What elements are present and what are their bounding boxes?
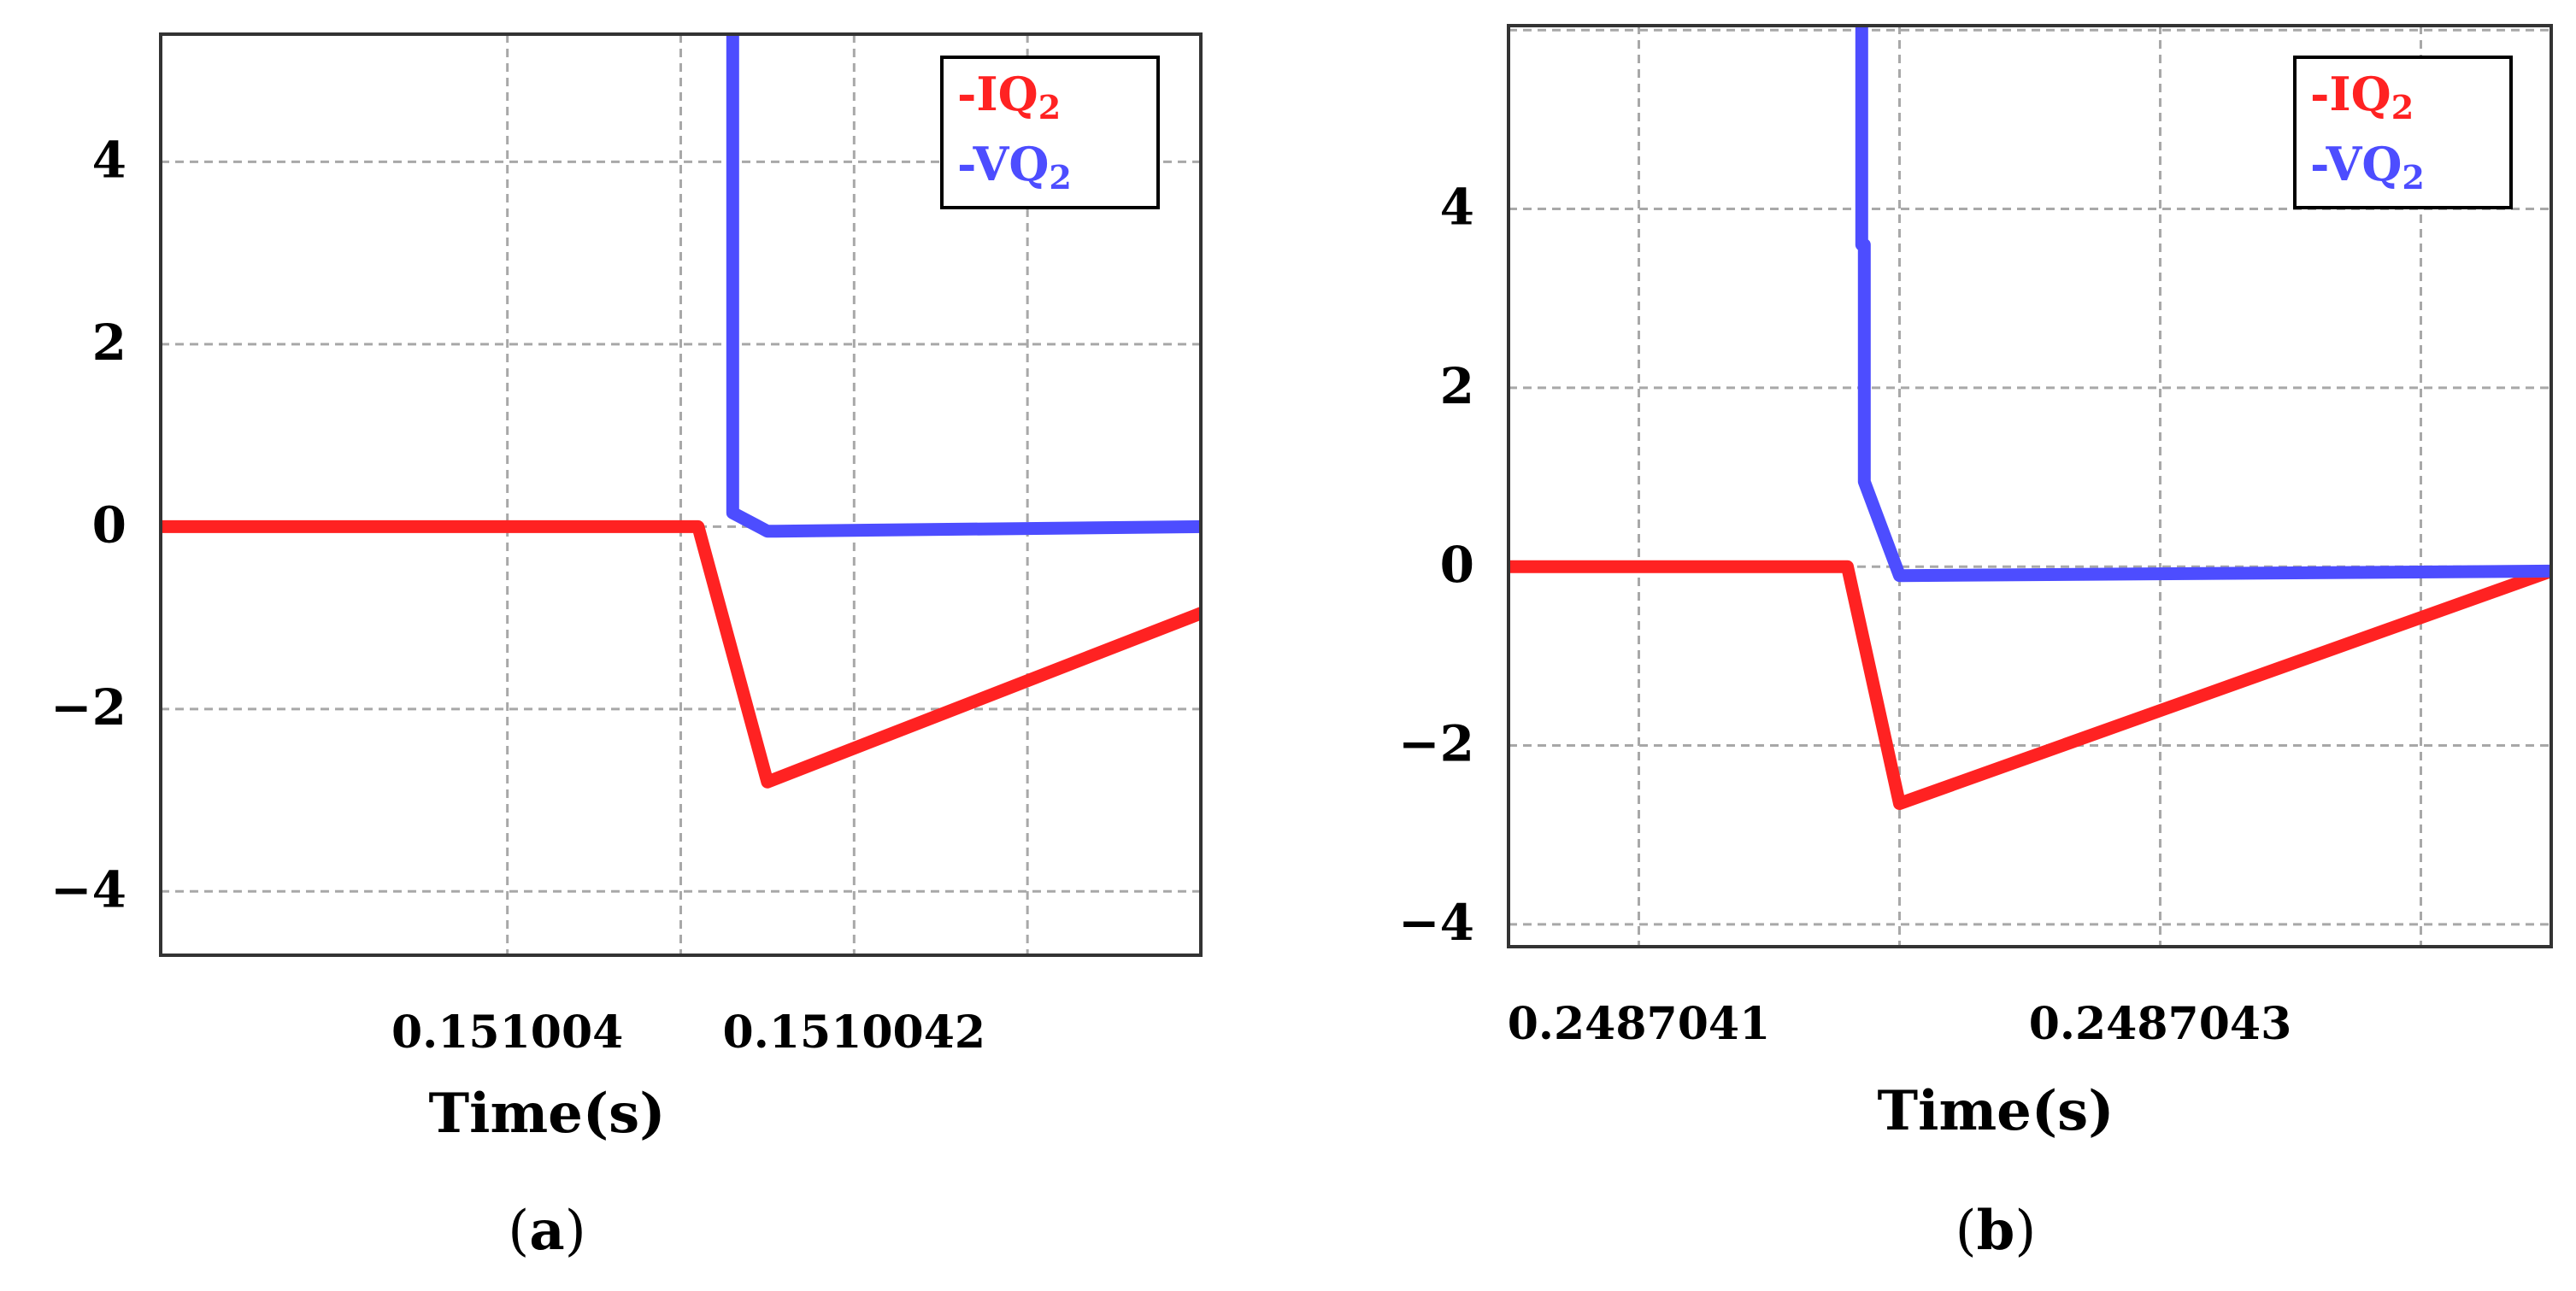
y-tick-label: −4	[1398, 894, 1474, 952]
y-tick-label: −2	[50, 678, 126, 736]
series-line-vq2	[1855, 26, 2551, 583]
series-line-iq2	[1509, 560, 2551, 810]
x-axis-label: Time(s)	[1878, 1079, 2114, 1143]
chart-panel-a: 4 2 0 −2 −4 0.151004 0.1510042 -IQ2 -VQ2 Time(…	[50, 32, 1203, 1263]
y-tick-label: 4	[92, 131, 126, 189]
legend-entry-iq2: -IQ2	[957, 67, 1061, 126]
panel-letter: b	[1977, 1199, 2015, 1263]
plot-frame	[1507, 24, 2553, 948]
series-layer	[1509, 26, 2551, 810]
legend: -IQ2 -VQ2	[940, 56, 1160, 209]
series-line-vq2	[726, 34, 1201, 538]
legend-box	[2293, 56, 2513, 209]
y-tick-label: 0	[92, 496, 126, 554]
panel-label-a: (a)	[508, 1199, 585, 1263]
legend-box	[940, 56, 1160, 209]
legend-entry-iq2: -IQ2	[2310, 67, 2414, 126]
x-tick-label: 0.1510042	[723, 1006, 986, 1059]
y-tick-label: 0	[1440, 536, 1474, 594]
x-tick-labels: 0.151004 0.1510042	[391, 1006, 985, 1059]
series-layer	[161, 34, 1201, 789]
y-tick-label: 2	[92, 314, 126, 372]
y-tick-labels: 4 2 0 −2 −4	[50, 131, 126, 918]
x-tick-label: 0.151004	[391, 1006, 623, 1059]
panel-label-b: (b)	[1956, 1199, 2037, 1263]
legend-entry-vq2: -VQ2	[957, 137, 1072, 197]
y-tick-label: 2	[1440, 357, 1474, 415]
plot-frame	[159, 32, 1203, 957]
chart-panel-b: 4 2 0 −2 −4 0.2487041 0.2487043 -IQ2 -VQ2 Time…	[1398, 24, 2553, 1263]
x-tick-labels: 0.2487041 0.2487043	[1508, 998, 2292, 1050]
x-axis-label: Time(s)	[429, 1082, 666, 1146]
legend-entry-vq2: -VQ2	[2310, 137, 2425, 197]
y-tick-label: −4	[50, 860, 126, 918]
y-tick-labels: 4 2 0 −2 −4	[1398, 179, 1474, 952]
y-tick-label: −2	[1398, 715, 1474, 773]
x-tick-label: 0.2487043	[2029, 998, 2292, 1050]
y-tick-label: 4	[1440, 179, 1474, 237]
legend: -IQ2 -VQ2	[2293, 56, 2513, 209]
series-line-iq2	[161, 519, 1201, 789]
x-tick-label: 0.2487041	[1508, 998, 1771, 1050]
panel-letter: a	[529, 1199, 564, 1263]
